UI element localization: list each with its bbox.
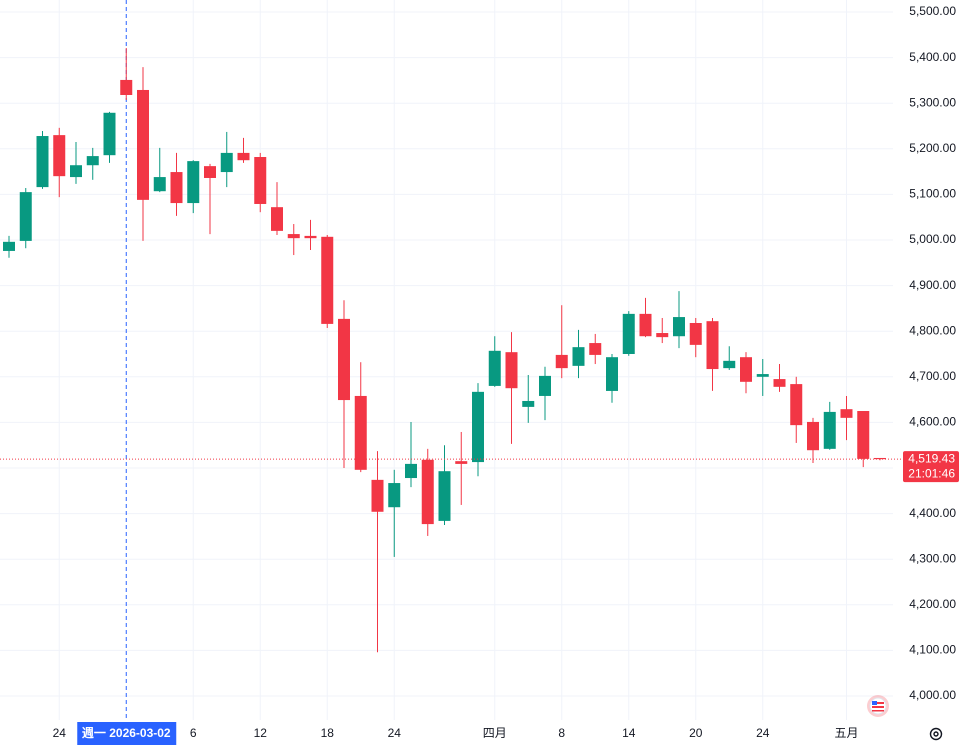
candle-body bbox=[86, 156, 99, 166]
countdown-label: 21:01:46 bbox=[908, 466, 955, 480]
last-price-label: 4,519.43 bbox=[908, 451, 955, 465]
candle-body bbox=[354, 395, 367, 470]
crosshair-label-box bbox=[77, 722, 177, 745]
candle-body bbox=[773, 379, 786, 387]
candle-body bbox=[472, 391, 484, 463]
y-tick-label: 4,600.00 bbox=[909, 415, 956, 429]
y-tick-label: 4,400.00 bbox=[909, 506, 956, 520]
crosshair-label: 週一 2026-03-02 bbox=[82, 725, 171, 740]
candle-body bbox=[70, 165, 82, 178]
candle-body bbox=[187, 161, 200, 204]
candle-body bbox=[153, 177, 166, 192]
candle-body bbox=[304, 235, 317, 239]
candle-body bbox=[220, 152, 233, 173]
y-tick-label: 5,200.00 bbox=[909, 141, 956, 155]
candle-body bbox=[103, 112, 116, 156]
candle-body bbox=[857, 411, 870, 459]
y-tick-label: 4,700.00 bbox=[909, 369, 956, 383]
x-tick-label: 8 bbox=[558, 726, 565, 740]
y-tick-label: 5,400.00 bbox=[909, 50, 956, 64]
x-tick-label: 24 bbox=[388, 726, 402, 740]
y-tick-label: 5,100.00 bbox=[909, 187, 956, 201]
candle-body bbox=[874, 457, 886, 460]
candle-body bbox=[622, 313, 635, 354]
candle-body bbox=[606, 357, 618, 391]
x-tick-label: 18 bbox=[321, 726, 335, 740]
y-tick-label: 4,800.00 bbox=[909, 323, 956, 337]
candle-body bbox=[488, 350, 501, 386]
y-tick-label: 5,300.00 bbox=[909, 95, 956, 109]
x-tick-label: 24 bbox=[53, 726, 67, 740]
candle-body bbox=[287, 234, 300, 239]
candle-body bbox=[572, 347, 585, 366]
candle-body bbox=[388, 483, 401, 508]
x-tick-label: 14 bbox=[622, 726, 636, 740]
candle-body bbox=[455, 461, 468, 464]
candle-body bbox=[555, 354, 568, 369]
candle-body bbox=[438, 471, 451, 521]
y-tick-label: 5,000.00 bbox=[909, 232, 956, 246]
y-tick-label: 5,500.00 bbox=[909, 4, 956, 18]
settings-icon[interactable] bbox=[929, 727, 943, 741]
y-tick-label: 4,000.00 bbox=[909, 688, 956, 702]
candle-body bbox=[421, 459, 434, 525]
y-tick-label: 4,100.00 bbox=[909, 643, 956, 657]
flag-icon bbox=[867, 695, 889, 717]
candle-body bbox=[170, 172, 183, 204]
candle-body bbox=[639, 313, 652, 337]
x-tick-label: 五月 bbox=[834, 726, 858, 740]
y-tick-label: 4,900.00 bbox=[909, 278, 956, 292]
x-tick-label: 20 bbox=[689, 726, 703, 740]
candle-body bbox=[405, 463, 417, 479]
candle-body bbox=[321, 236, 334, 324]
candle-body bbox=[589, 343, 602, 355]
candle-body bbox=[254, 157, 267, 204]
candle-body bbox=[807, 421, 819, 451]
candle-body bbox=[522, 400, 535, 407]
candle-body bbox=[19, 192, 32, 241]
candle-body bbox=[237, 152, 250, 161]
candle-body bbox=[338, 318, 350, 401]
candle-body bbox=[36, 136, 49, 188]
candle-body bbox=[204, 166, 216, 178]
candle-body bbox=[539, 375, 551, 396]
candle-body bbox=[120, 79, 133, 95]
candle-body bbox=[3, 241, 15, 251]
candle-body bbox=[137, 89, 149, 200]
candle-body bbox=[689, 322, 702, 345]
candle-body bbox=[790, 384, 803, 426]
x-tick-label: 6 bbox=[190, 726, 197, 740]
x-tick-label: 24 bbox=[756, 726, 770, 740]
candle-body bbox=[53, 135, 66, 177]
y-tick-label: 4,300.00 bbox=[909, 551, 956, 565]
candle-body bbox=[840, 409, 853, 418]
last-price-box bbox=[903, 451, 959, 483]
candle-body bbox=[656, 333, 669, 338]
candle-body bbox=[371, 479, 384, 512]
candle-body bbox=[505, 352, 518, 389]
x-tick-label: 四月 bbox=[483, 726, 507, 740]
candle-body bbox=[823, 411, 836, 449]
candle-body bbox=[271, 207, 283, 231]
candle-body bbox=[706, 321, 719, 370]
candle-body bbox=[723, 360, 736, 369]
candle-body bbox=[756, 374, 769, 377]
x-tick-label: 12 bbox=[254, 726, 268, 740]
candle-body bbox=[740, 357, 752, 382]
candle-body bbox=[673, 317, 685, 337]
y-tick-label: 4,200.00 bbox=[909, 597, 956, 611]
